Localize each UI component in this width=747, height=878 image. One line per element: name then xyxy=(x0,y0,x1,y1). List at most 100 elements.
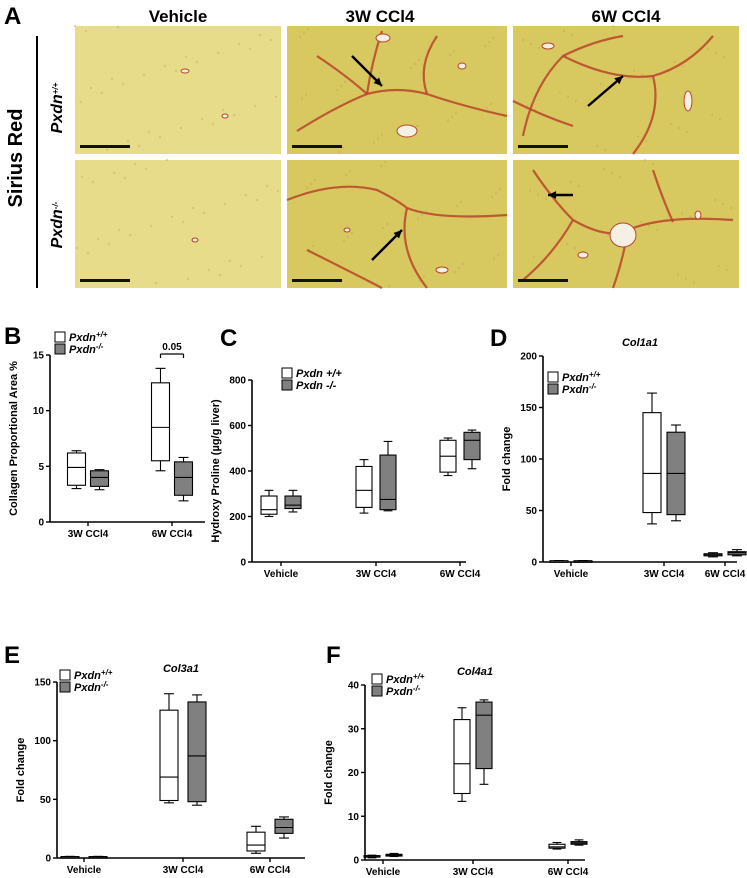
tissue-speckle xyxy=(417,58,421,62)
histology-grid: Vehicle 3W CCl4 6W CCl4 Sirius Red Pxdn+/+ Px… xyxy=(5,7,739,289)
tissue-speckle xyxy=(717,264,721,268)
tissue-speckle xyxy=(73,24,77,28)
tissue-speckle xyxy=(483,44,487,48)
tissue-speckle xyxy=(216,51,220,55)
tissue-speckle xyxy=(722,55,726,59)
scale-bar xyxy=(518,145,568,148)
legend-swatch xyxy=(54,331,66,343)
tissue-speckle xyxy=(378,71,382,75)
y-tick-label: 20 xyxy=(348,768,360,779)
tissue-speckle xyxy=(298,35,302,39)
box-plot xyxy=(60,855,80,859)
tissue-speckle xyxy=(144,167,148,171)
box-plot xyxy=(727,549,747,557)
tissue-speckle xyxy=(446,119,450,123)
collagen-septum xyxy=(403,207,428,289)
box xyxy=(187,701,207,803)
y-tick-label: 5 xyxy=(38,462,44,473)
histology-column-title: 3W CCl4 xyxy=(346,7,416,26)
tissue-speckle xyxy=(223,202,227,206)
tissue-speckle xyxy=(706,47,710,51)
y-tick-label: 10 xyxy=(33,406,45,417)
tissue-speckle xyxy=(494,191,498,195)
arrow-head xyxy=(548,191,557,199)
tissue-speckle xyxy=(239,264,243,268)
box-plot xyxy=(573,560,593,563)
tissue-speckle xyxy=(636,135,640,139)
tissue-speckle xyxy=(606,233,610,237)
tissue-speckle xyxy=(339,84,343,88)
tissue-speckle xyxy=(211,122,215,126)
histology-image xyxy=(513,158,739,289)
tissue-speckle xyxy=(640,73,644,77)
tissue-speckle xyxy=(595,144,599,148)
tissue-speckle xyxy=(137,144,141,148)
legend-label: Pxdn+/+ xyxy=(74,668,113,682)
box-plot xyxy=(570,839,588,846)
x-tick-label: Vehicle xyxy=(366,867,401,878)
y-tick-label: 150 xyxy=(520,403,537,414)
tissue-speckle xyxy=(255,198,259,202)
histology-column-title: Vehicle xyxy=(149,7,208,26)
histology-image xyxy=(73,24,281,154)
box-plot xyxy=(159,693,179,804)
tissue-speckle xyxy=(96,237,100,241)
tissue-speckle xyxy=(710,113,714,117)
y-tick-label: 0 xyxy=(45,854,51,865)
box-plot xyxy=(173,456,194,502)
histology-image xyxy=(287,26,508,154)
tissue-speckle xyxy=(655,228,659,232)
chart-panel-e: 0 50 100 150 Fold change Col3a1 Vehicle 3W CCl4… xyxy=(15,663,305,876)
chart-panel-f: 0 10 20 30 40 Fold change Col4a1 Vehicle 3W CCl4… xyxy=(323,666,589,878)
box xyxy=(159,709,179,802)
tissue-speckle xyxy=(158,135,162,139)
tissue-speckle xyxy=(681,64,685,68)
box xyxy=(150,382,171,462)
legend-label: Pxdn-/- xyxy=(74,680,109,694)
legend-swatch xyxy=(371,673,383,685)
box xyxy=(379,454,397,511)
tissue-speckle xyxy=(302,31,306,35)
y-axis-label: Hydroxy Proline (µg/g liver) xyxy=(210,399,222,543)
collagen-septum xyxy=(521,34,624,137)
tissue-speckle xyxy=(651,162,655,166)
tissue-speckle xyxy=(221,108,225,112)
tissue-speckle xyxy=(574,99,578,103)
vessel xyxy=(694,210,702,220)
box xyxy=(642,412,662,514)
box-plot xyxy=(66,450,87,490)
tissue-speckle xyxy=(490,195,494,199)
tissue-speckle xyxy=(344,173,348,177)
tissue-speckle xyxy=(692,281,696,285)
tissue-speckle xyxy=(248,47,252,51)
box-plot xyxy=(89,469,110,491)
tissue-speckle xyxy=(237,42,241,46)
tissue-speckle xyxy=(532,255,536,259)
tissue-speckle xyxy=(461,262,465,266)
box xyxy=(463,431,481,461)
tissue-speckle xyxy=(350,231,354,235)
tissue-speckle xyxy=(489,102,493,106)
tissue-speckle xyxy=(186,277,190,281)
panel-letter-d: D xyxy=(490,325,507,352)
x-tick-label: Vehicle xyxy=(67,865,102,876)
y-axis-label: Fold change xyxy=(501,427,513,492)
box-plot xyxy=(363,854,381,859)
tissue-speckle xyxy=(413,62,417,66)
tissue-speckle xyxy=(387,284,391,288)
box-plot xyxy=(379,440,397,512)
collagen-septum xyxy=(286,185,508,218)
legend-swatch xyxy=(371,685,383,697)
box xyxy=(453,719,471,795)
tissue-speckle xyxy=(276,189,280,193)
box-plot xyxy=(642,392,662,525)
tissue-speckle xyxy=(618,175,622,179)
tissue-speckle xyxy=(521,38,525,42)
tissue-speckle xyxy=(91,180,95,184)
box xyxy=(284,495,302,510)
y-tick-label: 0 xyxy=(531,558,537,569)
tissue-speckle xyxy=(142,73,146,77)
tissue-speckle xyxy=(84,29,88,33)
vessel xyxy=(577,251,589,259)
vessel xyxy=(396,124,418,138)
